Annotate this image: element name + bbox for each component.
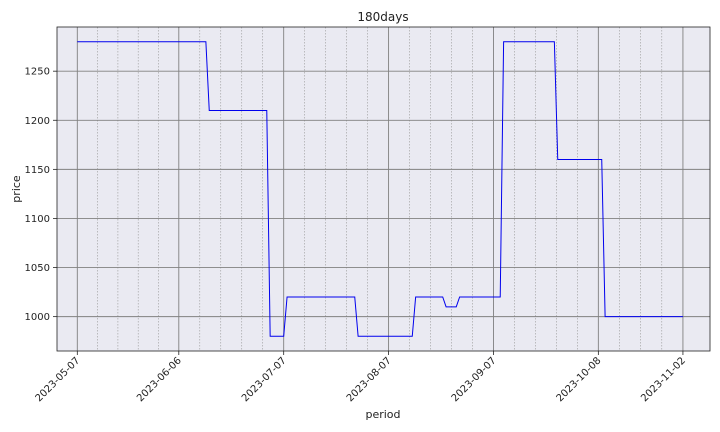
plot-background (57, 27, 710, 351)
plot-frame (56, 26, 711, 352)
y-axis-title: price (10, 175, 23, 203)
x-tick-label: 2023-05-07 (34, 355, 83, 404)
y-tick-label: 1200 (25, 116, 50, 127)
x-axis-ticks: 2023-05-07 2023-06-06 2023-07-07 2023-08-07… (34, 351, 688, 404)
x-tick-label: 2023-09-07 (450, 355, 499, 404)
x-tick-label: 2023-10-08 (555, 355, 604, 404)
series-line (77, 41, 683, 337)
y-tick-label: 1000 (25, 312, 50, 323)
x-tick-label: 2023-06-06 (135, 355, 184, 404)
x-axis-title: period (365, 408, 400, 421)
x-tick-label: 2023-08-07 (345, 355, 394, 404)
y-tick-label: 1050 (25, 263, 50, 274)
y-tick-label: 1250 (25, 67, 50, 78)
x-tick-label: 2023-11-02 (639, 355, 688, 404)
plot-area (56, 26, 711, 352)
chart-title: 180days (357, 10, 408, 24)
x-tick-label: 2023-07-07 (240, 355, 289, 404)
y-tick-label: 1150 (25, 165, 50, 176)
y-axis-ticks: 1000 1050 1100 1150 1200 1250 (25, 67, 57, 323)
y-tick-label: 1100 (25, 214, 50, 225)
